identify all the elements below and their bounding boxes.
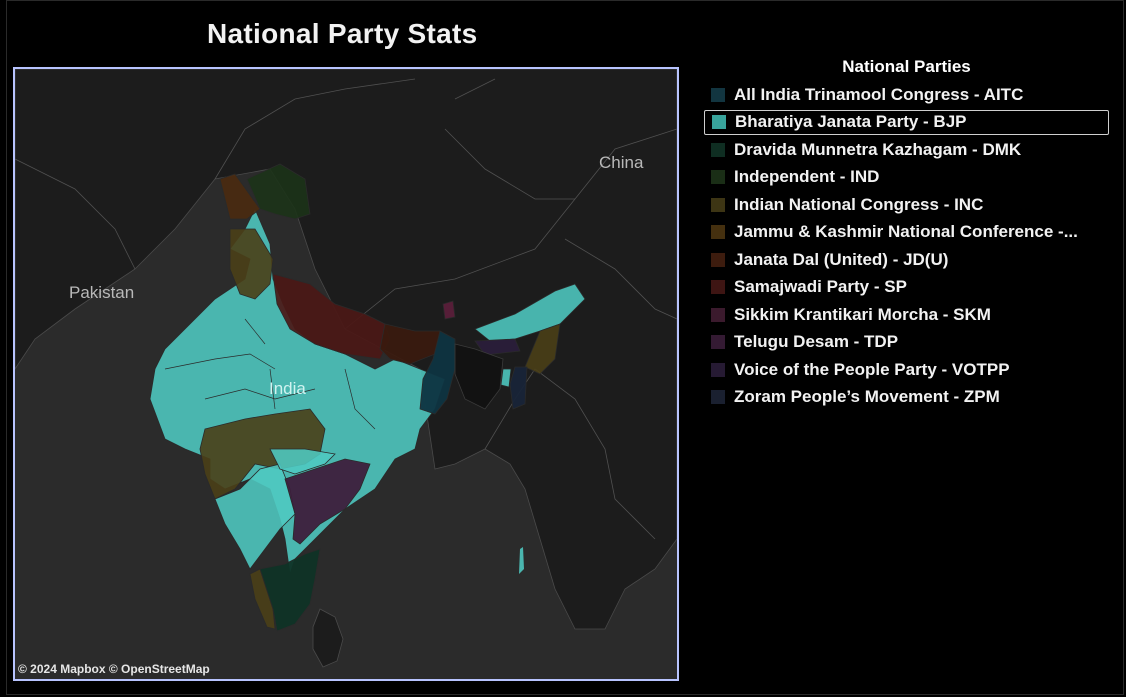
sri-lanka <box>312 608 344 668</box>
region-skm[interactable] <box>442 300 456 320</box>
region-ind-ladakh[interactable] <box>246 163 311 220</box>
region-bjp-tripura[interactable] <box>500 368 512 388</box>
region-jknc[interactable] <box>219 173 261 220</box>
legend-item[interactable]: Dravida Munnetra Kazhagam - DMK <box>704 137 1109 162</box>
legend-item-label: Zoram People’s Movement - ZPM <box>734 387 1000 406</box>
legend-item-label: Voice of the People Party - VOTPP <box>734 359 1010 379</box>
legend-item-label: Dravida Munnetra Kazhagam - DMK <box>734 139 1022 159</box>
legend-item-label: Sikkim Krantikari Morcha - SKM <box>734 304 991 324</box>
india-label: India <box>269 379 306 398</box>
legend-item-label: Independent - IND <box>734 167 880 186</box>
legend-items: All India Trinamool Congress - AITC Bhara… <box>704 82 1109 410</box>
legend-swatch <box>711 87 725 102</box>
legend-item[interactable]: Telugu Desam - TDP <box>704 330 1109 355</box>
region-bjp-south[interactable] <box>214 463 296 570</box>
legend-swatch <box>711 362 725 377</box>
india-map[interactable] <box>15 69 677 679</box>
region-inc-ne[interactable] <box>524 323 561 375</box>
china-label: China <box>599 153 644 172</box>
legend-item[interactable]: Independent - IND <box>704 165 1109 190</box>
legend-item-label: Samajwadi Party - SP <box>734 277 907 296</box>
region-inc-punjab[interactable] <box>229 228 274 300</box>
legend-swatch <box>711 142 725 157</box>
legend-item-label: All India Trinamool Congress - AITC <box>734 84 1024 104</box>
legend-swatch <box>712 115 726 129</box>
region-dmk[interactable] <box>259 548 321 632</box>
legend-swatch <box>711 225 725 239</box>
state-borders <box>164 318 376 430</box>
bangladesh <box>454 343 504 410</box>
legend-item-label: Indian National Congress - INC <box>734 194 984 214</box>
legend-swatch <box>711 252 725 267</box>
legend-swatch <box>711 307 725 322</box>
legend-swatch <box>711 170 725 184</box>
legend-item[interactable]: Indian National Congress - INC <box>704 192 1109 217</box>
legend-item-label: Jammu & Kashmir National Conference -... <box>734 222 1078 241</box>
legend-item[interactable]: Voice of the People Party - VOTPP <box>704 357 1109 382</box>
legend-item[interactable]: Jammu & Kashmir National Conference -... <box>704 220 1109 245</box>
legend-item[interactable]: Zoram People’s Movement - ZPM <box>704 385 1109 410</box>
region-votpp[interactable] <box>474 338 521 356</box>
legend-item-label: Janata Dal (United) - JD(U) <box>734 249 949 269</box>
dashboard-frame <box>6 0 1124 695</box>
legend-swatch <box>711 197 725 212</box>
country-borders <box>15 78 677 540</box>
legend-title: National Parties <box>842 57 971 76</box>
pakistan-label: Pakistan <box>69 283 135 302</box>
dashboard-title: National Party Stats <box>207 18 478 49</box>
legend-swatch <box>711 335 725 349</box>
legend-item[interactable]: Samajwadi Party - SP <box>704 275 1109 300</box>
legend-item[interactable]: All India Trinamool Congress - AITC <box>704 82 1109 107</box>
region-bjp-tg[interactable] <box>269 448 336 475</box>
map-view[interactable]: Pakistan China India © 2024 Mapbox © Ope… <box>13 67 679 681</box>
legend-swatch <box>711 280 725 294</box>
legend-swatch <box>711 390 725 404</box>
region-bjp-andaman[interactable] <box>519 547 524 574</box>
region-jdu[interactable] <box>379 323 441 365</box>
legend-item[interactable]: Bharatiya Janata Party - BJP <box>704 109 1109 135</box>
region-zpm[interactable] <box>509 366 528 410</box>
neighbour-land <box>15 69 677 630</box>
legend-item[interactable]: Sikkim Krantikari Morcha - SKM <box>704 302 1109 327</box>
region-tdp[interactable] <box>284 458 371 545</box>
legend: National Parties All India Trinamool Con… <box>704 55 1109 412</box>
legend-item[interactable]: Janata Dal (United) - JD(U) <box>704 247 1109 272</box>
legend-item-label: Telugu Desam - TDP <box>734 332 899 351</box>
map-attribution[interactable]: © 2024 Mapbox © OpenStreetMap <box>18 662 210 676</box>
legend-item-label: Bharatiya Janata Party - BJP <box>735 112 967 131</box>
